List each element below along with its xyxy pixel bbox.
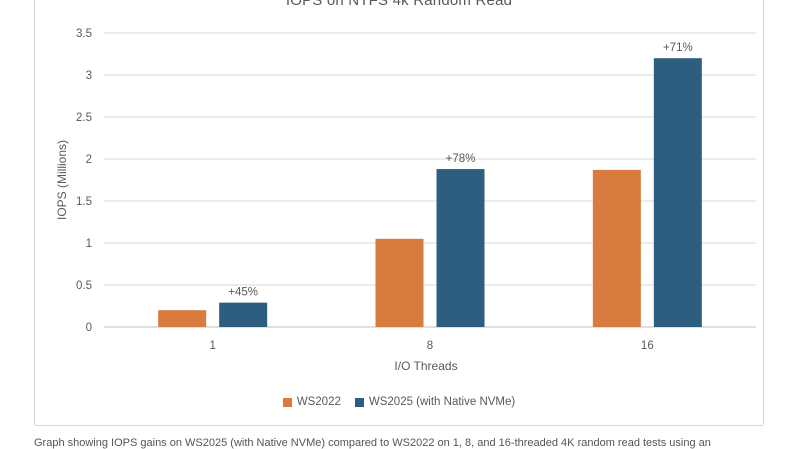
chart-title: IOPS on NTFS 4k Random Read (285, 0, 513, 9)
y-tick-label: 1.5 (76, 196, 92, 208)
bar-ws2025-1 (219, 302, 268, 327)
y-tick-label: 2.5 (76, 112, 92, 124)
x-tick-label: 16 (641, 340, 654, 352)
y-tick-label: 3 (86, 70, 92, 82)
x-tick-label: 1 (209, 340, 215, 352)
figure-caption: Graph showing IOPS gains on WS2025 (with… (34, 437, 711, 449)
legend: WS2022 WS2025 (with Native NVMe) (34, 396, 764, 408)
y-tick-label: 0 (86, 322, 92, 334)
legend-label-ws2025: WS2025 (with Native NVMe) (368, 396, 516, 408)
chart-frame (34, 0, 764, 426)
x-axis-label: I/O Threads (394, 359, 457, 373)
legend-swatch-ws2022 (282, 397, 292, 407)
legend-item-ws2025: WS2025 (with Native NVMe) (354, 396, 516, 408)
legend-swatch-ws2025 (354, 397, 364, 407)
bar-ws2025-16 (653, 58, 702, 327)
bar-ws2022-16 (592, 169, 641, 327)
y-axis-label: IOPS (Millions) (55, 140, 69, 220)
x-tick-label: 8 (427, 340, 433, 352)
y-tick-label: 3.5 (76, 28, 92, 40)
data-label: +45% (228, 287, 258, 299)
bar-ws2022-1 (158, 310, 207, 327)
data-label: +78% (446, 153, 476, 165)
legend-label-ws2022: WS2022 (296, 396, 341, 408)
legend-item-ws2022: WS2022 (282, 396, 341, 408)
y-tick-label: 0.5 (76, 280, 92, 292)
bar-ws2025-8 (436, 169, 485, 327)
data-label: +71% (663, 42, 693, 54)
y-tick-label: 1 (86, 238, 92, 250)
bar-ws2022-8 (375, 238, 424, 327)
y-tick-label: 2 (86, 154, 92, 166)
